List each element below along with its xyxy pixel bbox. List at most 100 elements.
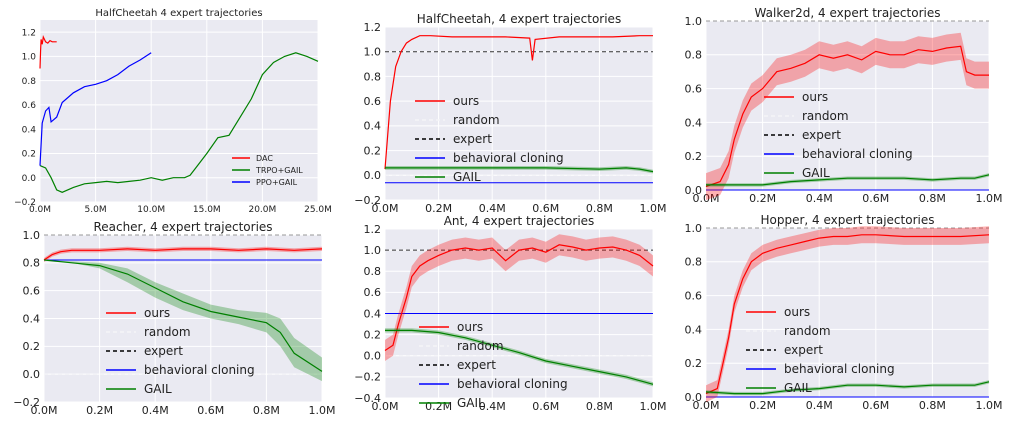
y-tick-label: −0.2 — [13, 396, 40, 409]
chart-ant: 0.0M 0.2M 0.4M 0.6M 0.8M 1.0M −0.4 −0.2 0.0 0.2 0.… — [354, 215, 667, 413]
x-tick-label: 1.0M — [309, 404, 336, 417]
x-tick-label: 0.6M — [532, 400, 559, 413]
x-tick-label: 0.4M — [479, 202, 506, 214]
x-tick-label: 10.0M — [137, 205, 165, 214]
x-tick-label: 0.2M — [425, 400, 452, 413]
x-tick-label: 1.0M — [976, 192, 1003, 205]
legend-label: random — [784, 324, 831, 338]
legend-label: behavioral cloning — [457, 377, 568, 391]
gail-series-line — [705, 381, 990, 395]
y-tick-label: 0.2 — [23, 340, 41, 353]
legend-label: GAIL — [457, 396, 485, 410]
x-tick-label: 0.2M — [749, 192, 776, 205]
y-tick-label: 0.2 — [22, 150, 36, 160]
y-tick-label: 0.4 — [685, 323, 703, 336]
legend-label: expert — [784, 343, 823, 357]
chart-hopper: 0.0M 0.2M 0.4M 0.6M 0.8M 1.0M 0.0 0.2 0.4 0.6 0.8 1… — [685, 215, 1003, 412]
y-tick-label: 0.2 — [685, 357, 703, 370]
y-tick-label: −0.2 — [14, 198, 36, 208]
y-tick-label: 0.2 — [364, 144, 382, 157]
x-tick-label: 25.0M — [304, 205, 332, 214]
y-tick-label: 0.0 — [364, 169, 382, 182]
x-tick-label: 0.4M — [806, 399, 833, 412]
y-tick-label: 0.8 — [364, 265, 382, 278]
y-tick-label: 1.0 — [685, 222, 703, 235]
x-tick-label: 0.6M — [197, 404, 224, 417]
x-tick-label: 0.6M — [862, 192, 889, 205]
trpo-gail-series-line — [39, 52, 319, 193]
y-tick-label: 1.0 — [364, 46, 382, 59]
y-tick-label: 0.0 — [23, 368, 41, 381]
ours-band — [706, 32, 989, 201]
y-tick-label: −0.2 — [354, 371, 381, 384]
chart-title: Ant, 4 expert trajectories — [444, 215, 595, 228]
chart-title: Reacher, 4 expert trajectories — [93, 220, 272, 234]
x-tick-label: 0.6M — [532, 202, 559, 214]
legend-label: random — [144, 325, 191, 339]
legend-label: behavioral cloning — [453, 151, 564, 165]
x-tick-label: 0.8M — [586, 202, 613, 214]
x-tick-label: 1.0M — [640, 400, 667, 413]
y-tick-label: 0.6 — [685, 82, 703, 95]
legend-label: ours — [453, 94, 479, 108]
y-tick-label: 0.4 — [23, 312, 41, 325]
gail-series-line — [385, 167, 654, 173]
legend-label: GAIL — [144, 382, 172, 396]
y-tick-label: −0.2 — [354, 194, 381, 207]
chart-halfcheetah-baselines: 0.0M 5.0M 10.0M 15.0M 20.0M 25.0M −0.2 0.0 0.2 0.… — [14, 8, 332, 214]
ppo-gail-series-line — [39, 52, 152, 166]
legend-label: ours — [144, 306, 170, 320]
legend-label: TRPO+GAIL — [255, 166, 303, 175]
y-tick-label: 0.2 — [685, 150, 703, 163]
ours-band — [706, 226, 989, 403]
legend-label: behavioral cloning — [802, 147, 913, 161]
x-tick-label: 0.0M — [29, 205, 51, 214]
chart-walker2d: 0.0M 0.2M 0.4M 0.6M 0.8M 1.0M 0.0 0.2 0.4 0.6 0.8 1… — [685, 6, 1003, 205]
x-tick-label: 1.0M — [976, 399, 1003, 412]
x-tick-label: 0.8M — [919, 192, 946, 205]
y-tick-label: 1.0 — [22, 53, 37, 63]
legend-label: random — [457, 339, 504, 353]
chart-halfcheetah: 0.0M 0.2M 0.4M 0.6M 0.8M 1.0M −0.2 0.0 0.2 0.4 0.6… — [354, 12, 667, 214]
y-tick-label: 1.2 — [364, 223, 382, 236]
x-tick-label: 0.4M — [142, 404, 169, 417]
x-tick-label: 0.8M — [919, 399, 946, 412]
x-tick-label: 0.4M — [806, 192, 833, 205]
x-tick-label: 0.2M — [86, 404, 113, 417]
ours-series-line — [384, 35, 653, 170]
y-tick-label: 1.0 — [685, 15, 703, 28]
plot-area — [40, 20, 318, 202]
y-tick-label: 1.2 — [364, 21, 382, 34]
y-tick-label: 0.6 — [22, 101, 37, 111]
dac-series-line — [39, 34, 57, 69]
y-tick-label: 0.0 — [364, 350, 382, 363]
ours-band — [44, 246, 322, 263]
x-tick-label: 0.0M — [31, 404, 58, 417]
y-tick-label: 1.0 — [364, 244, 382, 257]
y-tick-label: 0.0 — [685, 391, 703, 404]
y-tick-label: −0.4 — [354, 392, 381, 405]
legend-label: ours — [784, 305, 810, 319]
x-tick-label: 15.0M — [193, 205, 221, 214]
gail-series-line — [706, 174, 990, 186]
legend-label: PPO+GAIL — [256, 178, 298, 187]
x-tick-label: 0.2M — [749, 399, 776, 412]
chart-title: Walker2d, 4 expert trajectories — [755, 6, 941, 20]
x-tick-label: 5.0M — [85, 205, 107, 214]
legend-label: expert — [457, 358, 496, 372]
chart-title: HalfCheetah 4 expert trajectories — [95, 8, 262, 19]
gail-band — [44, 260, 322, 382]
y-tick-label: 0.8 — [23, 257, 41, 270]
y-tick-label: 0.0 — [685, 184, 703, 197]
legend-label: GAIL — [784, 381, 812, 395]
y-tick-label: 0.2 — [364, 328, 382, 341]
x-tick-label: 0.8M — [253, 404, 280, 417]
x-tick-label: 1.0M — [640, 202, 667, 214]
legend-label: behavioral cloning — [784, 362, 895, 376]
chart-title: Hopper, 4 expert trajectories — [761, 215, 935, 227]
x-tick-label: 0.0M — [372, 202, 399, 214]
y-tick-label: 0.6 — [364, 95, 382, 108]
x-tick-label: 0.0M — [693, 192, 720, 205]
y-tick-label: 0.8 — [22, 77, 37, 87]
